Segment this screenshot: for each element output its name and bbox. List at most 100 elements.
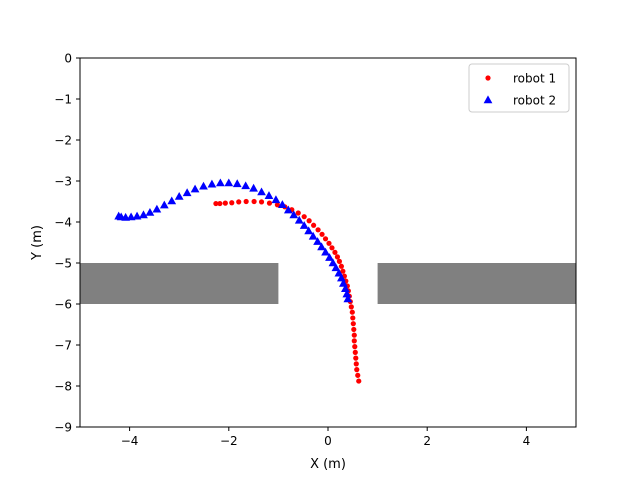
data-point [317,242,326,251]
data-point [350,315,356,321]
data-point [311,222,317,228]
x-axis-label: X (m) [310,457,346,472]
data-point [348,304,354,310]
data-point [319,231,325,237]
x-tick-label: 2 [423,434,431,448]
data-point [190,184,200,193]
data-point [295,210,301,216]
data-point [351,332,357,338]
y-axis: 0 −1 −2 −3 −4 −5 −6 −7 −8 −9 [54,52,80,435]
data-point [213,200,219,207]
x-tick-label: 0 [324,434,332,448]
data-point [342,289,352,298]
obstacle-2 [377,263,576,304]
x-tick-label: −2 [220,434,238,448]
legend-label: robot 1 [513,72,556,86]
data-point [207,179,217,188]
data-point [182,188,192,197]
legend-marker [485,75,491,81]
data-point [352,344,358,350]
data-point [145,207,155,216]
data-point [114,211,124,220]
legend-marker [483,95,493,104]
data-point [301,214,307,220]
legend: robot 1 robot 2 [468,63,570,113]
data-point [283,205,293,214]
data-point [229,200,235,206]
data-point [167,196,177,205]
data-point [215,178,225,187]
data-point [264,191,274,199]
y-tick-label: 0 [64,52,72,66]
y-tick-label: −6 [54,298,72,312]
series [114,178,362,384]
obstacles [80,263,576,304]
data-point [232,179,242,188]
data-point [326,240,332,246]
data-point [139,210,148,219]
data-point [321,247,330,256]
data-point [332,249,338,255]
data-point [258,199,265,205]
data-point [329,245,335,251]
data-point [274,202,281,208]
data-point [271,195,281,204]
data-point [249,183,258,192]
y-tick-label: −3 [54,175,72,189]
series-robot-2 [114,178,353,303]
data-point [343,294,353,303]
data-point [217,200,223,207]
y-tick-label: −2 [54,134,72,148]
data-point [277,200,287,208]
data-point [336,258,343,264]
data-point [236,199,242,205]
data-point [126,212,136,221]
data-point [328,258,338,267]
data-point [325,253,334,261]
data-point [354,367,360,373]
x-tick-label: −4 [121,434,139,448]
data-point [322,236,329,242]
data-point [257,187,266,196]
y-tick-label: −1 [54,93,72,107]
data-point [334,268,344,277]
data-point [351,338,357,344]
data-point [340,268,346,274]
data-point [351,326,357,333]
y-axis-label: Y (m) [30,225,45,261]
y-tick-label: −4 [54,216,72,230]
obstacle-1 [80,263,279,304]
data-point [337,273,346,282]
data-point [340,284,350,293]
y-tick-label: −9 [54,421,72,435]
data-point [313,237,322,245]
data-point [355,372,361,378]
data-point [352,349,358,355]
data-point [243,198,249,205]
data-point [334,254,341,260]
data-point [304,226,314,235]
data-point [294,215,304,224]
data-point [356,378,362,384]
data-point [152,204,162,213]
y-tick-label: −7 [54,339,72,353]
data-point [266,200,273,206]
data-point [224,178,234,187]
data-point [353,361,359,367]
data-point [353,355,359,361]
data-point [339,278,348,287]
data-point [289,210,299,219]
data-point [306,218,312,224]
data-point [331,263,341,272]
data-point [174,191,184,200]
data-point [251,198,257,205]
data-point [132,211,142,220]
data-point [299,221,309,229]
data-point [350,321,356,327]
legend-label: robot 2 [513,94,556,108]
y-tick-label: −5 [54,257,72,271]
legend-box [468,63,570,113]
x-tick-label: 4 [523,434,531,448]
x-axis: −4 −2 0 2 4 [121,427,530,448]
